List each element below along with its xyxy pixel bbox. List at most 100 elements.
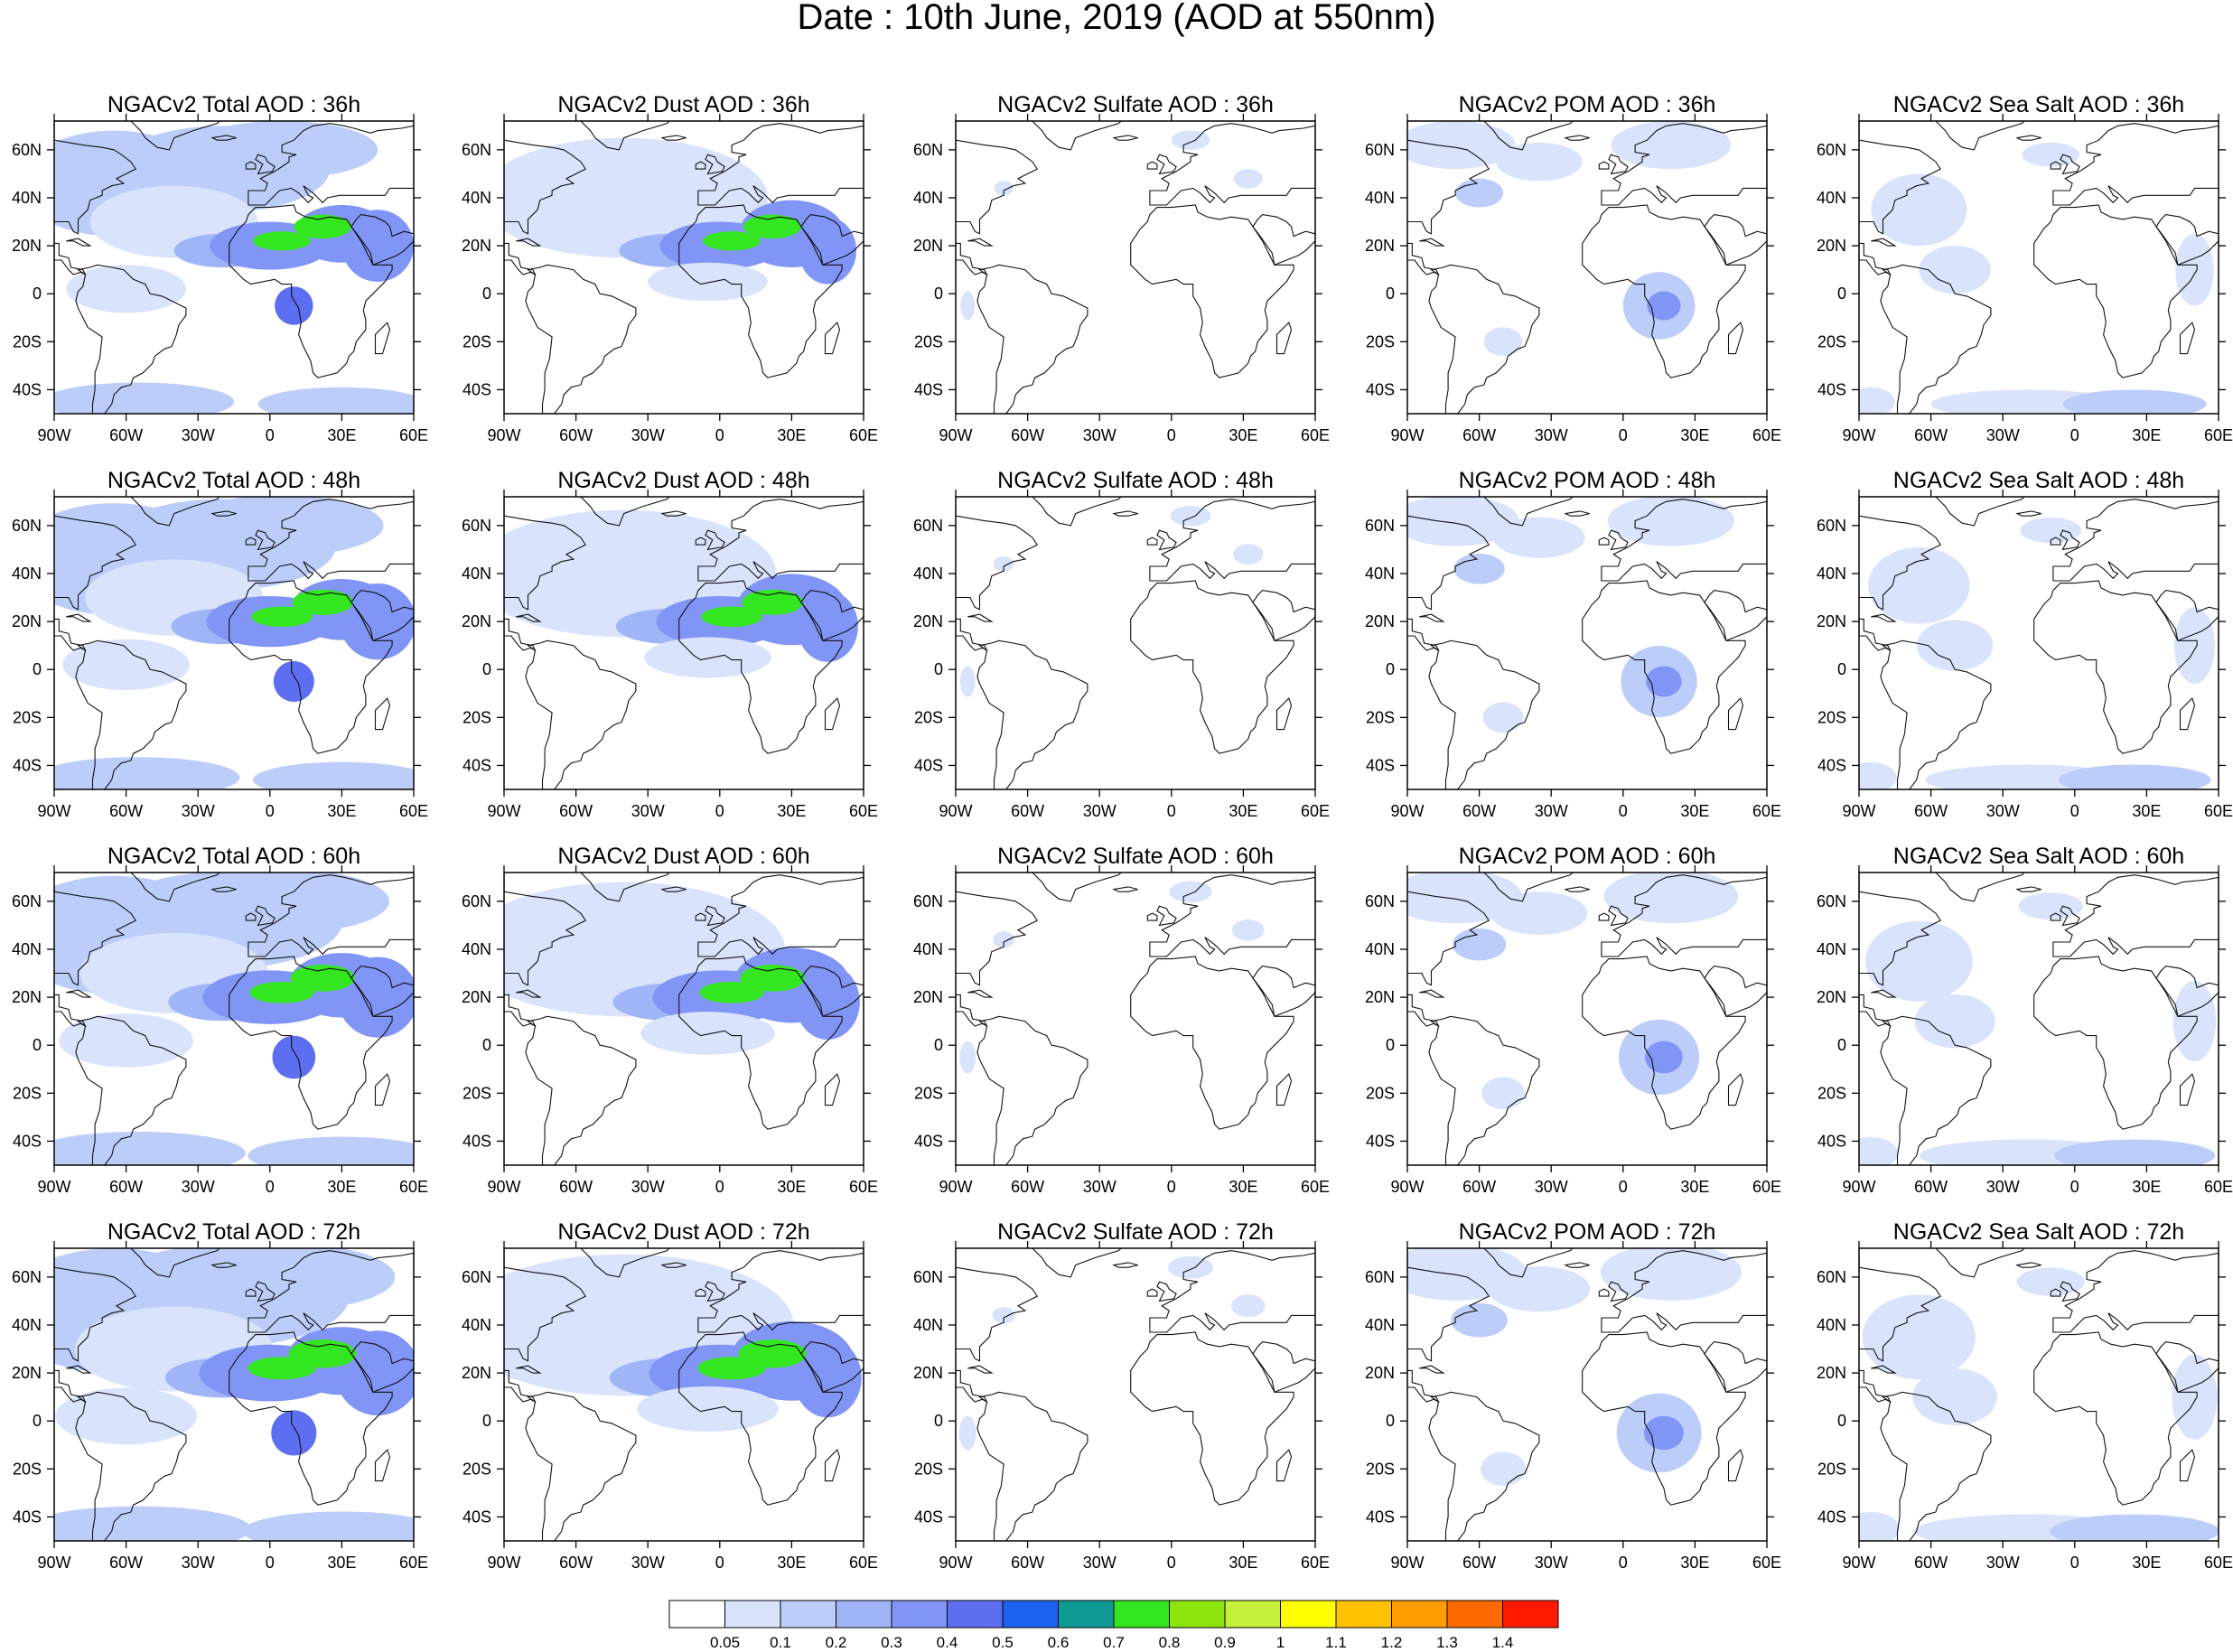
coastline-cuba: [1419, 238, 1445, 247]
x-tick-label: 0: [2070, 426, 2079, 444]
coastline-central: [504, 994, 537, 1028]
aod-contour: [275, 286, 313, 325]
coastline-central: [504, 618, 537, 652]
coastline-central: [1407, 242, 1440, 276]
x-tick-label: 0: [715, 1178, 724, 1196]
aod-contour: [251, 606, 313, 628]
y-tick-label: 60N: [12, 141, 42, 159]
y-tick-label: 40S: [462, 1507, 491, 1526]
x-tick-label: 90W: [37, 1178, 70, 1196]
y-tick-label: 60N: [913, 141, 943, 159]
aod-contour: [341, 210, 414, 282]
y-tick-label: 20S: [462, 332, 491, 350]
x-tick-label: 90W: [1842, 426, 1875, 444]
coastline-madagascar: [374, 322, 391, 355]
aod-field: [956, 873, 1315, 1165]
aod-contour: [66, 265, 186, 313]
x-tick-label: 60E: [2204, 802, 2233, 820]
coastline-madagascar: [2179, 1449, 2196, 1482]
map-panel-total: NGACv2 Total AOD : 48h 90W 60W 30W 0 30E 60E 60…: [12, 468, 428, 820]
coastline-europe: [1149, 1250, 1315, 1333]
coastline-iceland: [2015, 1262, 2041, 1268]
aod-contour: [59, 1013, 193, 1068]
panel-title: NGACv2 Sulfate AOD : 36h: [997, 92, 1274, 117]
coastline-africa: [1130, 956, 1294, 1130]
colorbar-swatch: [836, 1600, 892, 1629]
y-tick-label: 20N: [1817, 988, 1846, 1006]
map-frame: [955, 496, 1316, 790]
coastline-madagascar: [1275, 1073, 1293, 1106]
coastline-namerica: [1407, 873, 1490, 986]
y-tick-label: 20S: [914, 708, 943, 726]
x-tick-label: 0: [1619, 802, 1628, 820]
aod-field: [504, 497, 864, 789]
map-frame: [1858, 496, 2219, 790]
aod-contour: [799, 217, 857, 285]
aod-field: [956, 497, 1315, 789]
coastline-central: [1407, 994, 1440, 1028]
coastline-iceland: [210, 135, 237, 141]
coastline-britain: [2060, 1281, 2080, 1302]
coastline-cuba: [66, 989, 92, 998]
coastline-ireland: [1598, 1288, 1610, 1297]
coastline-greenland: [1032, 497, 1122, 527]
map-frame: [503, 120, 864, 415]
coastline-africa: [229, 1331, 393, 1506]
aod-contour: [62, 639, 190, 691]
coastline-cuba: [516, 238, 542, 247]
coastline-britain: [255, 1281, 276, 1302]
map-frame: [1406, 872, 1768, 1166]
panel-title: NGACv2 Dust AOD : 48h: [557, 468, 809, 493]
map-frame: [955, 120, 1316, 415]
x-tick-label: 60W: [559, 802, 593, 820]
map-frame: [53, 120, 415, 415]
coastline-iceland: [1564, 135, 1590, 141]
coastline-cuba: [967, 1365, 994, 1374]
y-tick-label: 20S: [1366, 1084, 1395, 1102]
coastline-ireland: [1598, 161, 1610, 170]
coastline-europe: [1149, 123, 1315, 206]
aod-contour: [795, 964, 860, 1041]
coastline-central: [956, 1369, 988, 1404]
x-tick-label: 0: [1167, 1554, 1176, 1572]
aod-contour: [994, 181, 1014, 196]
aod-contour: [2050, 1514, 2219, 1541]
x-tick-label: 60W: [1462, 802, 1496, 820]
aod-contour: [1233, 169, 1263, 189]
coastline-madagascar: [374, 697, 391, 731]
aod-field: [1859, 873, 2219, 1165]
aod-contour: [272, 1035, 316, 1079]
coastline-madagascar: [1275, 697, 1293, 731]
colorbar-swatch: [1335, 1600, 1392, 1629]
y-tick-label: 60N: [12, 1268, 42, 1286]
y-tick-label: 60N: [12, 892, 42, 910]
x-tick-label: 60W: [1914, 426, 1948, 444]
x-tick-label: 60E: [2204, 1554, 2233, 1572]
coastline-ireland: [245, 1288, 257, 1297]
x-tick-label: 90W: [1842, 1178, 1875, 1196]
x-tick-label: 90W: [1390, 802, 1424, 820]
coastline-iceland: [1564, 886, 1590, 892]
y-tick-label: 60N: [913, 1268, 943, 1286]
x-tick-label: 30E: [2132, 802, 2161, 820]
coastline-madagascar: [374, 1073, 391, 1106]
coastline-europe: [2052, 874, 2219, 957]
aod-contour: [793, 1338, 862, 1418]
coastline-cuba: [1871, 613, 1897, 622]
y-tick-label: 40N: [1817, 189, 1846, 207]
aod-contour: [1919, 246, 1991, 294]
coastline-africa: [678, 204, 843, 378]
coastline-madagascar: [824, 322, 841, 355]
y-tick-label: 40S: [13, 756, 42, 774]
aod-field: [1407, 1248, 1767, 1541]
aod-contour: [1231, 919, 1265, 941]
x-tick-label: 30W: [631, 1178, 665, 1196]
aod-contour: [699, 981, 764, 1003]
coastline-iceland: [1112, 135, 1138, 141]
coastline-iceland: [2015, 135, 2041, 141]
x-tick-label: 60E: [849, 802, 878, 820]
y-tick-label: 20N: [913, 988, 943, 1006]
y-tick-label: 0: [934, 660, 943, 678]
map-panel-total: NGACv2 Total AOD : 60h 90W 60W 30W 0 30E 60E 60…: [12, 844, 428, 1196]
y-tick-label: 40N: [12, 565, 42, 583]
